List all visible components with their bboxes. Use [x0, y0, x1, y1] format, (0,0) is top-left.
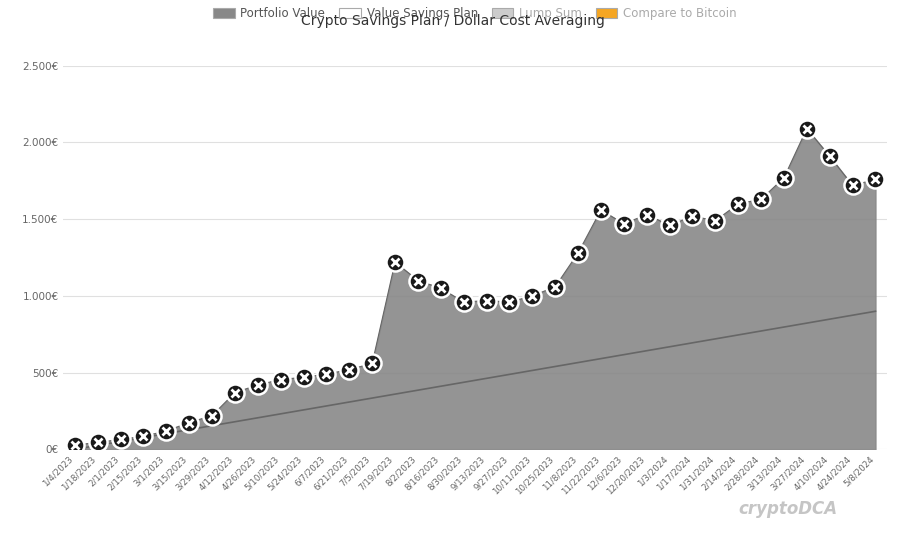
- Point: [616, 219, 631, 228]
- Text: Crypto Savings Plan / Dollar Cost Averaging: Crypto Savings Plan / Dollar Cost Averag…: [300, 14, 605, 28]
- Point: [845, 181, 860, 190]
- Point: [342, 365, 357, 374]
- Point: [90, 438, 105, 447]
- Point: [708, 216, 722, 225]
- Point: [433, 284, 448, 293]
- Point: [685, 212, 700, 220]
- Point: [365, 359, 379, 368]
- Legend: Portfolio Value, Value Savings Plan, Lump Sum, Compare to Bitcoin: Portfolio Value, Value Savings Plan, Lum…: [208, 3, 742, 25]
- Point: [823, 152, 837, 161]
- Point: [113, 435, 128, 444]
- Point: [776, 173, 791, 182]
- Point: [754, 195, 768, 204]
- Point: [251, 380, 265, 389]
- Point: [228, 388, 243, 397]
- Point: [502, 298, 517, 306]
- Point: [731, 199, 746, 208]
- Point: [68, 441, 82, 449]
- Point: [319, 370, 334, 379]
- Point: [182, 418, 196, 427]
- Point: [205, 411, 219, 420]
- Point: [548, 282, 562, 291]
- Point: [411, 276, 425, 285]
- Point: [273, 375, 288, 384]
- Point: [480, 296, 494, 305]
- Point: [456, 298, 471, 306]
- Point: [662, 221, 677, 230]
- Point: [800, 124, 814, 133]
- Point: [868, 175, 882, 184]
- Point: [159, 426, 174, 435]
- Text: cryptoDCA: cryptoDCA: [738, 500, 838, 518]
- Point: [525, 292, 539, 300]
- Point: [594, 206, 608, 214]
- Point: [640, 210, 654, 219]
- Point: [571, 249, 586, 258]
- Point: [296, 373, 310, 381]
- Point: [388, 258, 403, 266]
- Point: [136, 432, 150, 441]
